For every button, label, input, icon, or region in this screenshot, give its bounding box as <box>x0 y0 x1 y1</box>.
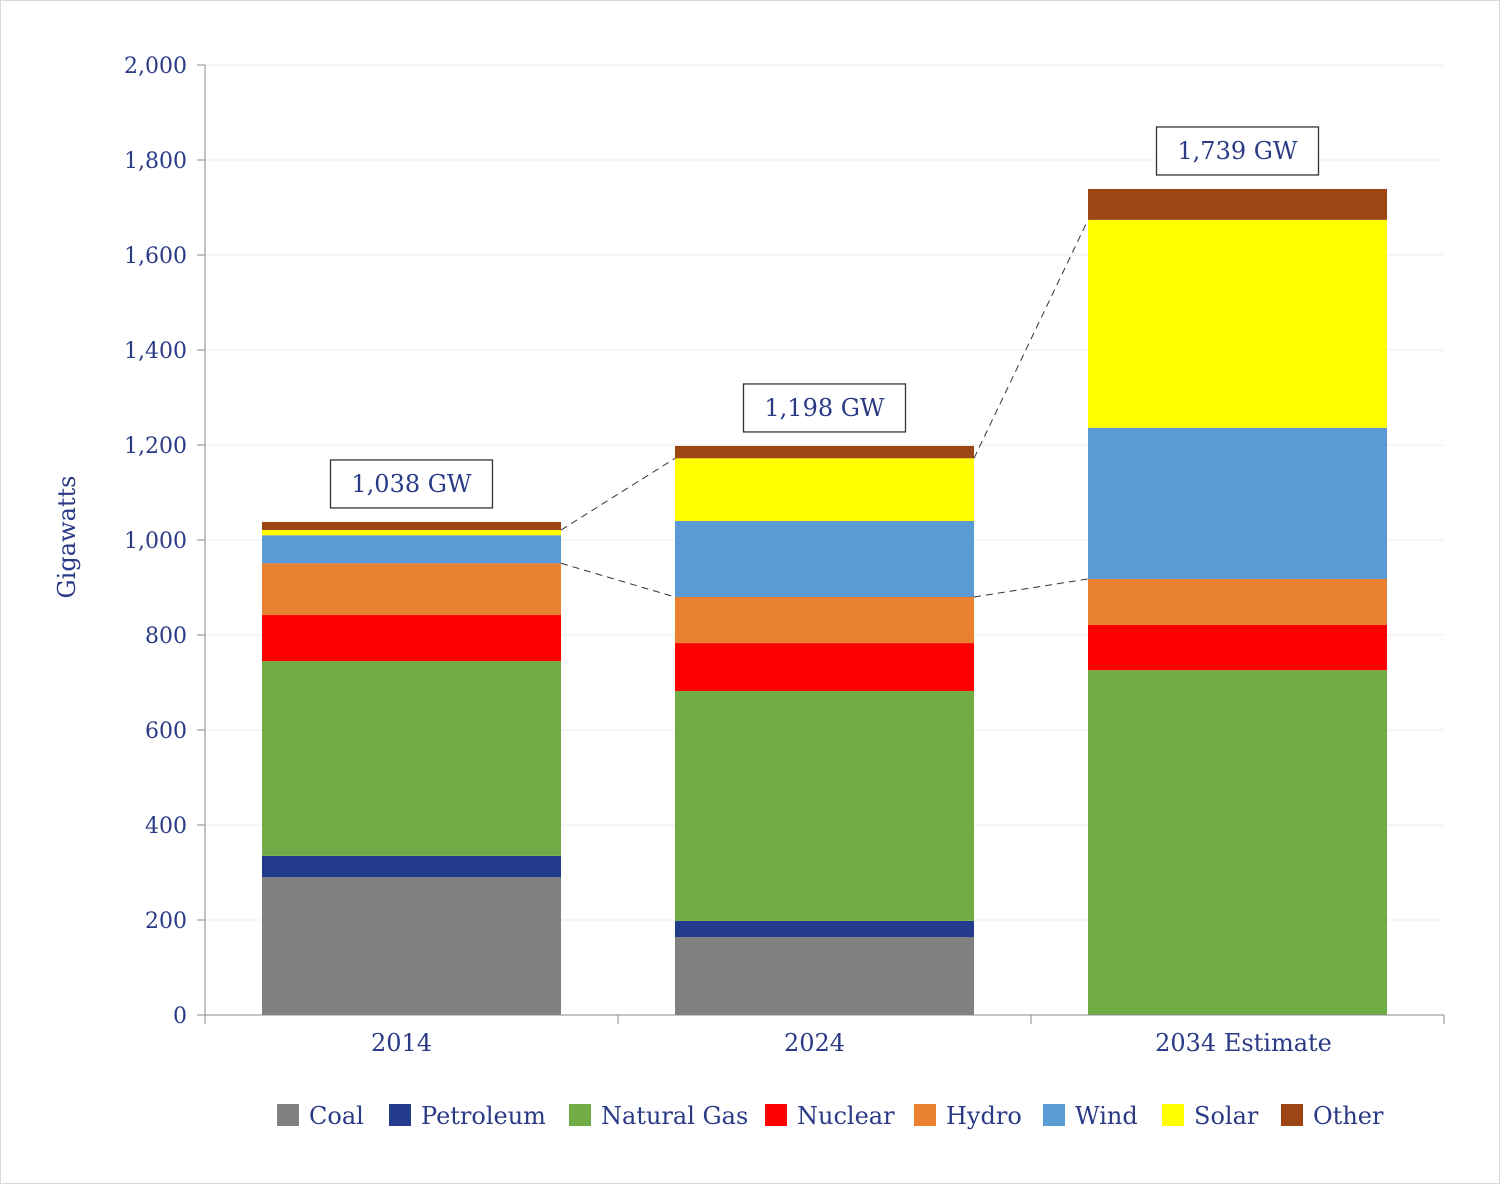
y-tick-label: 1,800 <box>124 149 187 174</box>
legend-label: Natural Gas <box>601 1102 748 1130</box>
bar-segment-nuclear <box>1088 625 1387 671</box>
solar-connector-line <box>973 219 1089 459</box>
bar-segment-hydro <box>675 597 974 644</box>
bar-segment-natural-gas <box>675 691 974 921</box>
wind-connector-line <box>560 562 676 598</box>
legend-swatch <box>1162 1104 1184 1126</box>
legend-swatch <box>1043 1104 1065 1126</box>
total-label: 1,739 GW <box>1177 137 1298 165</box>
legend-label: Nuclear <box>797 1102 895 1130</box>
bar-segment-petroleum <box>675 920 974 938</box>
legend-label: Coal <box>309 1102 364 1130</box>
bar-segment-coal <box>262 877 561 1015</box>
bar-segment-other <box>262 521 561 531</box>
legend-label: Other <box>1313 1102 1384 1130</box>
wind-connector-line <box>973 578 1089 598</box>
y-tick-label: 200 <box>145 909 187 934</box>
y-tick-label: 400 <box>145 814 187 839</box>
total-label: 1,198 GW <box>764 394 885 422</box>
bar-segment-other <box>675 445 974 459</box>
legend-swatch <box>277 1104 299 1126</box>
total-label-box <box>1155 126 1320 176</box>
legend-swatch <box>1281 1104 1303 1126</box>
bar-segment-nuclear <box>675 643 974 692</box>
x-tick-label: 2014 <box>371 1029 432 1057</box>
legend-label: Wind <box>1075 1102 1138 1130</box>
y-tick-label: 2,000 <box>124 54 187 79</box>
bar-segment-wind <box>262 535 561 564</box>
y-tick-label: 1,400 <box>124 339 187 364</box>
y-tick-label: 800 <box>145 624 187 649</box>
y-tick-label: 0 <box>173 1004 187 1029</box>
legend-label: Hydro <box>946 1102 1022 1130</box>
bar-segment-hydro <box>1088 578 1387 626</box>
bar-segment-hydro <box>262 563 561 616</box>
legend-swatch <box>914 1104 936 1126</box>
bar-segment-nuclear <box>262 615 561 662</box>
x-tick-label: 2034 Estimate <box>1155 1029 1332 1057</box>
bar-segment-wind <box>1088 427 1387 579</box>
legend-label: Petroleum <box>421 1102 546 1130</box>
bar-segment-solar <box>675 458 974 521</box>
y-tick-label: 1,000 <box>124 529 187 554</box>
bar-segment-petroleum <box>262 855 561 878</box>
legend-label: Solar <box>1194 1102 1259 1130</box>
y-axis-label: Gigawatts <box>53 476 81 599</box>
bar-segment-solar <box>262 530 561 536</box>
bar-segment-coal <box>675 937 974 1015</box>
bar-segment-wind <box>675 521 974 597</box>
bar-segment-other <box>1088 188 1387 220</box>
x-tick-label: 2024 <box>784 1029 845 1057</box>
y-tick-label: 1,600 <box>124 244 187 269</box>
total-label-box <box>742 383 907 433</box>
total-label: 1,038 GW <box>351 470 472 498</box>
total-label-box <box>329 459 494 509</box>
y-tick-label: 1,200 <box>124 434 187 459</box>
bar-segment-natural-gas <box>262 661 561 856</box>
bar-segment-solar <box>1088 219 1387 428</box>
y-tick-label: 600 <box>145 719 187 744</box>
legend-swatch <box>765 1104 787 1126</box>
solar-connector-line <box>560 457 676 531</box>
legend-swatch <box>569 1104 591 1126</box>
bar-segment-natural-gas <box>1088 670 1387 1015</box>
legend-swatch <box>389 1104 411 1126</box>
